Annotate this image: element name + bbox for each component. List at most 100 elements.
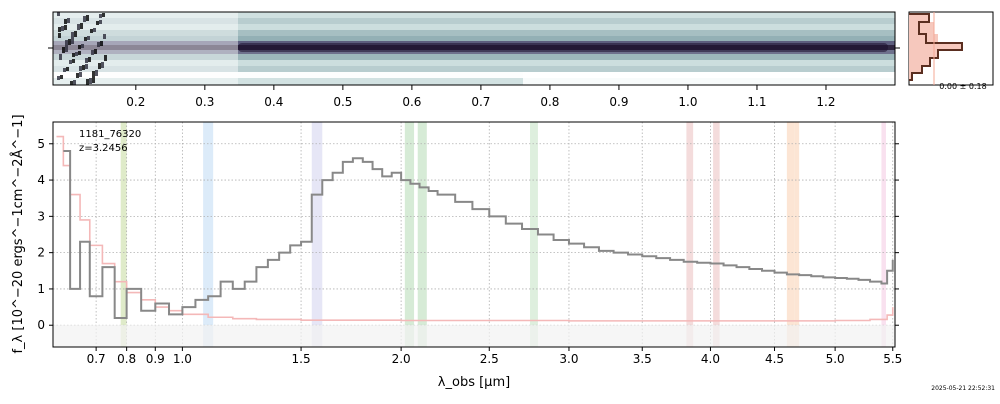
spectrum-2d-noise bbox=[64, 19, 67, 24]
spectrum-2d-noise bbox=[94, 49, 97, 54]
x-tick-label: 3.5 bbox=[633, 352, 652, 366]
spectrum-2d-noise bbox=[89, 78, 92, 84]
spectrum-2d-noise bbox=[97, 42, 100, 47]
spectrum-2d-trace bbox=[238, 43, 888, 52]
profile-histogram-fill bbox=[909, 14, 962, 80]
spectrum-2d-noise bbox=[78, 45, 81, 49]
spectrum-2d-noise bbox=[80, 23, 83, 29]
spectrum-2d-noise bbox=[57, 12, 60, 16]
spectrum-2d-xtick-label: 0.4 bbox=[264, 95, 283, 109]
spectrum-2d-row bbox=[53, 66, 895, 72]
spectrum-2d-row bbox=[53, 78, 895, 85]
spectrum-2d-noise bbox=[66, 67, 69, 71]
y-tick-label: 3 bbox=[37, 209, 45, 223]
line-band bbox=[881, 122, 886, 347]
spectrum-2d-noise bbox=[86, 79, 89, 85]
spectrum-2d-noise bbox=[85, 58, 88, 63]
spectrum-2d-noise bbox=[57, 76, 60, 80]
spectrum-2d-noise bbox=[79, 72, 82, 77]
line-band bbox=[120, 122, 127, 347]
spectrum-2d-noise bbox=[60, 75, 63, 79]
spectrum-2d-row bbox=[53, 18, 895, 24]
x-tick-label: 3.0 bbox=[559, 352, 578, 366]
spectrum-2d-noise bbox=[85, 64, 88, 69]
spectrum-2d-noise bbox=[71, 38, 74, 44]
spectrum-2d-noise bbox=[102, 13, 105, 17]
spectrum-2d-noise bbox=[92, 71, 95, 77]
spectrum-2d-xaxis: 0.2 0.3 0.4 0.5 0.6 0.7 0.8 0.9 1.0 1.1 1.2 bbox=[126, 85, 836, 109]
timestamp: 2025-05-21 22:52:31 bbox=[931, 385, 995, 392]
spectrum-2d-noise bbox=[79, 66, 82, 71]
y-axis-label: f_λ [10^−20 ergs^−1cm^−2Å^−1] bbox=[10, 114, 26, 353]
spectrum-1d-background bbox=[53, 122, 895, 347]
spectrum-2d-noise bbox=[88, 57, 91, 62]
spectrum-2d-noise bbox=[99, 14, 102, 18]
line-band bbox=[404, 122, 415, 347]
spectrum-2d-noise bbox=[77, 24, 80, 30]
spectrum-2d-noise bbox=[95, 70, 98, 76]
spectrum-2d-noise bbox=[103, 34, 106, 39]
spectrum-2d-noise bbox=[82, 65, 85, 70]
y-tick-label: 4 bbox=[37, 173, 45, 187]
spectrum-2d-xtick-label: 1.1 bbox=[747, 95, 766, 109]
spectrum-2d-xtick-label: 1.2 bbox=[816, 95, 835, 109]
spectrum-1d-frame bbox=[52, 121, 896, 348]
spectrum-2d-noise bbox=[70, 81, 73, 85]
spectrum-2d-noise bbox=[99, 20, 102, 24]
spectrum-2d-row bbox=[53, 12, 895, 18]
spectrum-2d-xtick-label: 0.2 bbox=[126, 95, 145, 109]
line-band bbox=[530, 122, 538, 347]
line-band bbox=[686, 122, 694, 347]
profile-histogram-line bbox=[909, 13, 963, 81]
spectrum-2d-noise bbox=[81, 44, 84, 48]
x-tick-label: 0.9 bbox=[146, 352, 165, 366]
spectrum-2d-xtick-label: 0.6 bbox=[402, 95, 421, 109]
y-tick-label: 2 bbox=[37, 246, 45, 260]
spectrum-2d-noise bbox=[58, 33, 61, 38]
spectrum-2d-noise bbox=[73, 80, 76, 85]
object-id-label: 1181_76320 bbox=[79, 129, 141, 140]
spectrum-2d-noise bbox=[100, 41, 103, 46]
x-axis: 0.7 0.8 0.9 1.0 1.5 2.0 2.5 3.0 3.5 4.0 4.5 5.0 5.5 bbox=[87, 347, 902, 366]
spectrum-2d-row bbox=[53, 54, 895, 60]
spectrum-2d-panel: 0.2 0.3 0.4 0.5 0.6 0.7 0.8 0.9 1.0 1.1 1.2 bbox=[48, 11, 900, 109]
spectrum-2d-row bbox=[53, 36, 895, 41]
spectrum-2d-xtick-label: 0.7 bbox=[471, 95, 490, 109]
zero-band bbox=[53, 325, 895, 347]
spectrum-2d-noise bbox=[84, 37, 87, 41]
spectrum-2d-noise bbox=[96, 21, 99, 25]
line-band bbox=[203, 122, 214, 347]
spectrum-2d-row bbox=[53, 24, 895, 30]
spectrum-2d-noise bbox=[92, 77, 95, 83]
spectrum-2d-noise bbox=[76, 73, 79, 78]
x-tick-label: 0.7 bbox=[87, 352, 106, 366]
x-tick-label: 1.0 bbox=[173, 352, 192, 366]
spectrum-2d-noise bbox=[90, 29, 93, 33]
spectrum-2d-noise bbox=[87, 36, 90, 40]
spectrum-2d-noise bbox=[61, 26, 64, 31]
spectrum-2d-noise bbox=[98, 63, 101, 69]
spectrum-2d-noise bbox=[72, 53, 75, 57]
line-bands bbox=[120, 122, 886, 347]
line-band bbox=[713, 122, 720, 347]
profile-histogram-panel: 0.00 ± 0.18 bbox=[908, 11, 994, 91]
spectrum-2d-noise bbox=[75, 52, 78, 56]
spectrum-2d-xtick-label: 1.0 bbox=[678, 95, 697, 109]
spectrum-2d-noise bbox=[72, 59, 75, 63]
spectrum-2d-xtick-label: 0.9 bbox=[609, 95, 628, 109]
x-tick-label: 2.0 bbox=[392, 352, 411, 366]
spectrum-2d-noise bbox=[101, 62, 104, 68]
spectrum-2d-noise bbox=[74, 31, 77, 37]
y-tick-label: 0 bbox=[37, 318, 45, 332]
x-tick-label: 2.5 bbox=[480, 352, 499, 366]
spectrum-2d-noise bbox=[67, 18, 70, 23]
y-axis: 0 1 2 3 4 5 bbox=[37, 137, 899, 332]
spectrum-2d-noise bbox=[59, 54, 62, 60]
spectrum-2d-noise bbox=[65, 40, 68, 46]
spectrum-2d-mask bbox=[523, 72, 895, 85]
spectrum-2d-xtick-label: 0.3 bbox=[195, 95, 214, 109]
spectrum-2d-noise bbox=[58, 27, 61, 32]
spectrum-2d-noise bbox=[63, 68, 66, 72]
spectrum-2d-xtick-label: 0.8 bbox=[540, 95, 559, 109]
x-tick-label: 1.5 bbox=[292, 352, 311, 366]
